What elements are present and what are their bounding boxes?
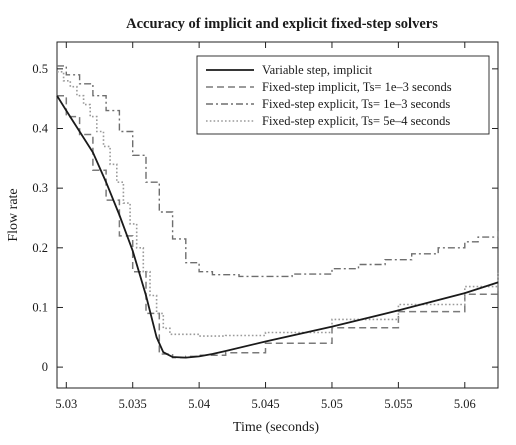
x-tick-label: 5.05 (321, 397, 343, 411)
legend-label-1: Variable step, implicit (262, 63, 373, 77)
y-tick-label: 0.5 (32, 62, 48, 76)
x-tick-label: 5.045 (251, 397, 279, 411)
x-tick-label: 5.055 (384, 397, 412, 411)
x-axis-label: Time (seconds) (233, 420, 320, 435)
x-tick-label: 5.04 (188, 397, 211, 411)
legend-label-3: Fixed-step explicit, Ts= 1e–3 seconds (262, 97, 450, 111)
series-line-1 (57, 96, 498, 358)
chart-title: Accuracy of implicit and explicit fixed-… (126, 16, 438, 32)
x-tick-label: 5.03 (55, 397, 77, 411)
x-tick-label: 5.035 (119, 397, 147, 411)
x-tick-label: 5.06 (454, 397, 476, 411)
y-tick-label: 0.4 (32, 122, 48, 136)
y-tick-label: 0 (42, 360, 48, 374)
legend-label-2: Fixed-step implicit, Ts= 1e–3 seconds (262, 80, 452, 94)
legend-label-4: Fixed-step explicit, Ts= 5e–4 seconds (262, 114, 450, 128)
legend: Variable step, implicit Fixed-step implic… (197, 56, 489, 134)
y-tick-label: 0.3 (32, 181, 48, 195)
y-axis-label: Flow rate (6, 188, 21, 241)
y-tick-label: 0.2 (32, 241, 48, 255)
y-tick-label: 0.1 (32, 300, 48, 314)
